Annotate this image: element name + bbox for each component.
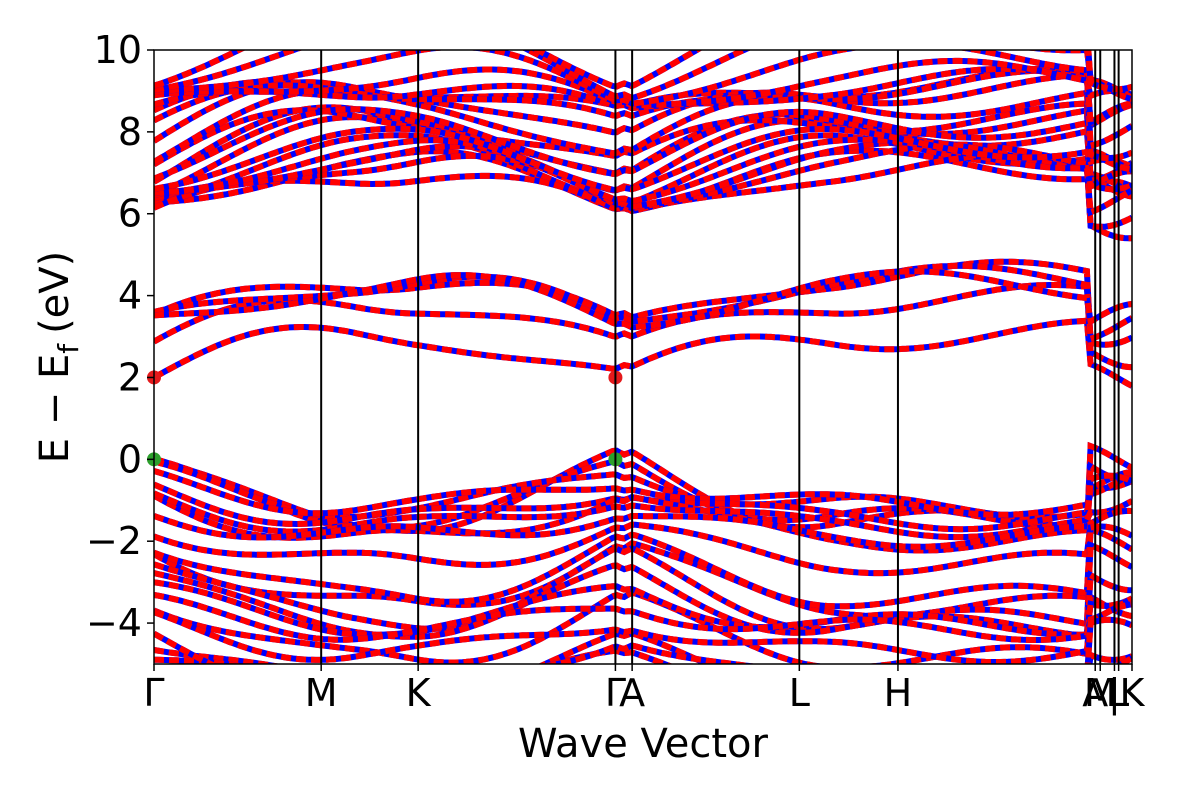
band-line-spin-up xyxy=(154,468,1132,518)
y-axis-title-unit: (eV) xyxy=(32,251,78,334)
band-line-spin-up xyxy=(154,50,1132,103)
y-axis-title-main: E − E xyxy=(32,354,78,464)
y-tick-label: 6 xyxy=(118,192,142,236)
y-tick-label: 10 xyxy=(94,28,142,72)
band-line-spin-up xyxy=(154,139,1132,217)
band-line-spin-up xyxy=(154,591,1132,643)
y-tick-label: −4 xyxy=(86,601,142,645)
band-line-spin-up xyxy=(154,472,1132,554)
x-axis-title: Wave Vector xyxy=(518,721,769,767)
band-line-spin-up xyxy=(154,262,1132,343)
band-line-spin-up xyxy=(154,50,1132,107)
kpoint-label: Γ xyxy=(143,671,164,715)
kpoint-label: L xyxy=(1108,671,1129,715)
band-line-spin-up xyxy=(154,540,1132,633)
band-line-spin-up xyxy=(154,87,1132,173)
kpoint-label: A xyxy=(619,671,645,715)
kpoint-label: M xyxy=(305,671,338,715)
band-lines xyxy=(154,50,1132,664)
band-line-spin-down xyxy=(154,50,1132,93)
kpoint-label: A xyxy=(1082,671,1108,715)
band-line-spin-up xyxy=(154,526,1132,620)
band-line-spin-up xyxy=(154,71,1132,162)
y-tick-label: 8 xyxy=(118,110,142,154)
y-axis-title-subscript: f xyxy=(52,343,85,354)
x-axis: Γ M K ΓA L H AM|LK xyxy=(143,664,1146,716)
band-line-spin-up xyxy=(154,562,1132,640)
band-line-spin-up xyxy=(154,106,1132,182)
band-line-spin-up xyxy=(154,507,1132,577)
kpoint-label: | xyxy=(1108,671,1121,716)
y-axis-title: E − Ef (eV) xyxy=(32,251,85,464)
band-line-spin-up xyxy=(154,67,1132,150)
band-line-spin-up xyxy=(154,630,1132,664)
band-line-spin-up xyxy=(154,317,1132,389)
band-line-spin-up xyxy=(154,601,1132,664)
band-line-spin-up xyxy=(154,125,1132,193)
kpoint-label: K xyxy=(1120,671,1146,715)
band-line-spin-up xyxy=(154,523,1132,610)
y-tick-label: 0 xyxy=(118,437,142,481)
band-line-spin-up xyxy=(154,648,1132,664)
y-tick-label: 4 xyxy=(118,274,142,318)
kpoint-label: H xyxy=(884,671,913,715)
band-edge-markers xyxy=(147,370,623,467)
high-symmetry-lines xyxy=(320,50,1120,664)
kpoint-label: L xyxy=(789,671,810,715)
band-line-spin-up xyxy=(154,268,1132,331)
y-tick-label: −2 xyxy=(86,519,142,563)
band-line-spin-down xyxy=(154,616,1132,664)
kpoint-label: M xyxy=(1084,671,1117,715)
kpoint-label: Γ xyxy=(605,671,626,715)
kpoint-label: K xyxy=(406,671,432,715)
band-line-spin-up xyxy=(154,498,1132,550)
y-tick-label: 2 xyxy=(118,355,142,399)
band-line-spin-up xyxy=(154,579,1132,638)
y-axis: −4 −2 0 2 4 6 8 10 xyxy=(86,28,154,645)
plot-frame xyxy=(153,49,1133,665)
